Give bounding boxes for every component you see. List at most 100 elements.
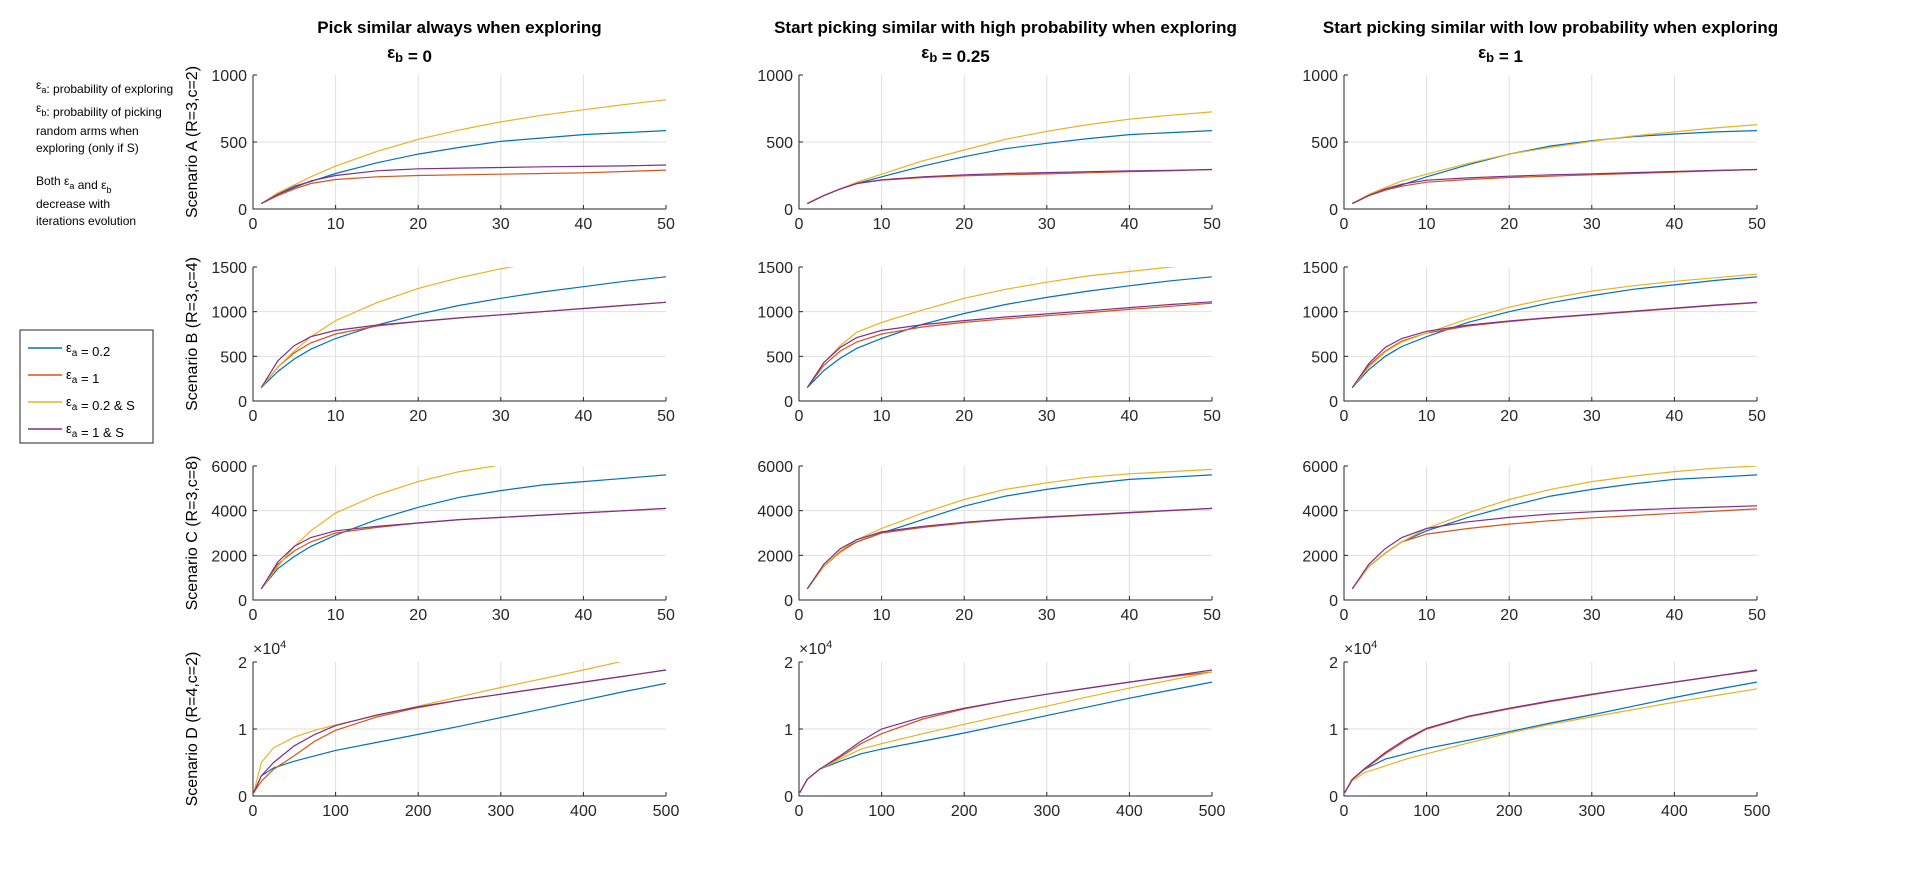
x-tick-label: 0 xyxy=(249,607,258,624)
legend-label-3: εa = 1 & S xyxy=(66,421,124,440)
y-tick-label: 1500 xyxy=(1302,260,1338,277)
series-line-2 xyxy=(1344,688,1757,793)
y-tick-label: 6000 xyxy=(757,459,793,476)
y-tick-label: 500 xyxy=(1311,135,1338,152)
series-line-0 xyxy=(1351,276,1757,389)
x-tick-label: 10 xyxy=(1418,216,1436,233)
y-tick-label: 1000 xyxy=(757,305,793,322)
y-tick-label: 0 xyxy=(238,394,247,411)
y-tick-label: 1000 xyxy=(757,68,793,85)
x-tick-label: 10 xyxy=(873,607,891,624)
y-tick-label: 4000 xyxy=(211,504,247,521)
y-tick-label: 1000 xyxy=(211,305,247,322)
axis-lines xyxy=(1343,75,1757,210)
x-tick-label: 40 xyxy=(1121,216,1139,233)
x-tick-label: 20 xyxy=(409,607,427,624)
x-tick-label: 40 xyxy=(575,607,593,624)
series-line-0 xyxy=(806,276,1212,389)
y-axis-label: Scenario A (R=3,c=2) xyxy=(184,66,201,218)
y-tick-label: 0 xyxy=(238,593,247,610)
series-line-0 xyxy=(806,474,1212,590)
column-title-0: Pick similar always when exploring xyxy=(317,18,601,37)
y-tick-label: 1500 xyxy=(211,260,247,277)
x-tick-label: 10 xyxy=(1418,408,1436,425)
x-tick-label: 50 xyxy=(1748,216,1766,233)
series-line-1 xyxy=(799,671,1212,793)
series-line-0 xyxy=(260,474,666,590)
y-tick-label: 1500 xyxy=(757,260,793,277)
legend-label-2: εa = 0.2 & S xyxy=(66,394,135,413)
subplot-r2-c2: 0 10 20 30 40 50 0 2000 4000 6000 xyxy=(1302,459,1766,624)
series-line-1 xyxy=(253,669,666,793)
series-line-3 xyxy=(260,301,666,388)
axis-lines xyxy=(252,267,666,402)
y-tick-label: 0 xyxy=(784,789,793,806)
series-line-3 xyxy=(1351,301,1757,388)
x-tick-label: 40 xyxy=(1666,408,1684,425)
axis-lines xyxy=(1343,466,1757,601)
legend-label-1: εa = 1 xyxy=(66,367,99,386)
note-line1: εa: probability of exploring xyxy=(36,78,173,96)
x-tick-label: 50 xyxy=(657,408,675,425)
y-tick-label: 2000 xyxy=(1302,548,1338,565)
series-line-0 xyxy=(1344,681,1757,793)
x-tick-label: 40 xyxy=(1121,607,1139,624)
column-subtitle-0: εb = 0 xyxy=(387,43,432,66)
axis-lines xyxy=(252,466,666,601)
x-tick-label: 200 xyxy=(1496,803,1523,820)
axis-lines xyxy=(798,466,1212,601)
y-tick-label: 2 xyxy=(238,655,247,672)
x-tick-label: 0 xyxy=(249,803,258,820)
series-line-0 xyxy=(260,276,666,389)
x-tick-label: 400 xyxy=(1661,803,1688,820)
note-line6: decrease with xyxy=(36,197,110,211)
x-tick-label: 20 xyxy=(955,216,973,233)
note-line3: random arms when xyxy=(36,124,139,138)
series-line-2 xyxy=(1352,124,1757,205)
x-tick-label: 50 xyxy=(1203,216,1221,233)
series-line-2 xyxy=(253,662,622,793)
y-axis-label: Scenario B (R=3,c=4) xyxy=(184,257,201,411)
y-tick-label: 0 xyxy=(238,789,247,806)
series-line-3 xyxy=(1352,168,1757,205)
x-tick-label: 20 xyxy=(1500,216,1518,233)
x-tick-label: 0 xyxy=(795,607,804,624)
x-tick-label: 20 xyxy=(955,607,973,624)
subplot-r3-c2: 0 100 200 300 400 500 0 1 2 ×104 xyxy=(1329,639,1770,820)
x-tick-label: 100 xyxy=(1413,803,1440,820)
y-tick-label: 0 xyxy=(238,202,247,219)
series-line-1 xyxy=(807,168,1212,205)
note-line7: iterations evolution xyxy=(36,214,136,228)
x-tick-label: 40 xyxy=(1666,216,1684,233)
series-line-2 xyxy=(260,99,666,205)
x-tick-label: 300 xyxy=(1578,803,1605,820)
x-tick-label: 30 xyxy=(492,607,510,624)
y-tick-label: 0 xyxy=(784,593,793,610)
series-line-2 xyxy=(1351,466,1757,590)
x-tick-label: 30 xyxy=(1583,408,1601,425)
series-line-1 xyxy=(806,302,1212,388)
subplot-r3-c0: 0 100 200 300 400 500 0 1 2 ×104 Scenario D (R=4,c… xyxy=(184,639,679,820)
x-tick-label: 400 xyxy=(1116,803,1143,820)
column-titles: Pick similar always when exploring εb = 0… xyxy=(317,18,1778,66)
y-exponent-label: ×104 xyxy=(1344,639,1377,658)
x-tick-label: 30 xyxy=(1038,607,1056,624)
series-line-2 xyxy=(807,111,1212,205)
series-line-1 xyxy=(1351,302,1757,388)
y-tick-label: 6000 xyxy=(1302,459,1338,476)
axis-lines xyxy=(252,662,666,797)
subplot-r3-c1: 0 100 200 300 400 500 0 1 2 ×104 xyxy=(784,639,1225,820)
x-tick-label: 20 xyxy=(409,216,427,233)
series-line-2 xyxy=(806,267,1178,388)
y-axis-label: Scenario D (R=4,c=2) xyxy=(184,652,201,807)
series-line-3 xyxy=(799,669,1212,793)
y-tick-label: 0 xyxy=(1329,789,1338,806)
series-line-2 xyxy=(799,671,1212,793)
column-title-2: Start picking similar with low probabili… xyxy=(1323,18,1778,37)
